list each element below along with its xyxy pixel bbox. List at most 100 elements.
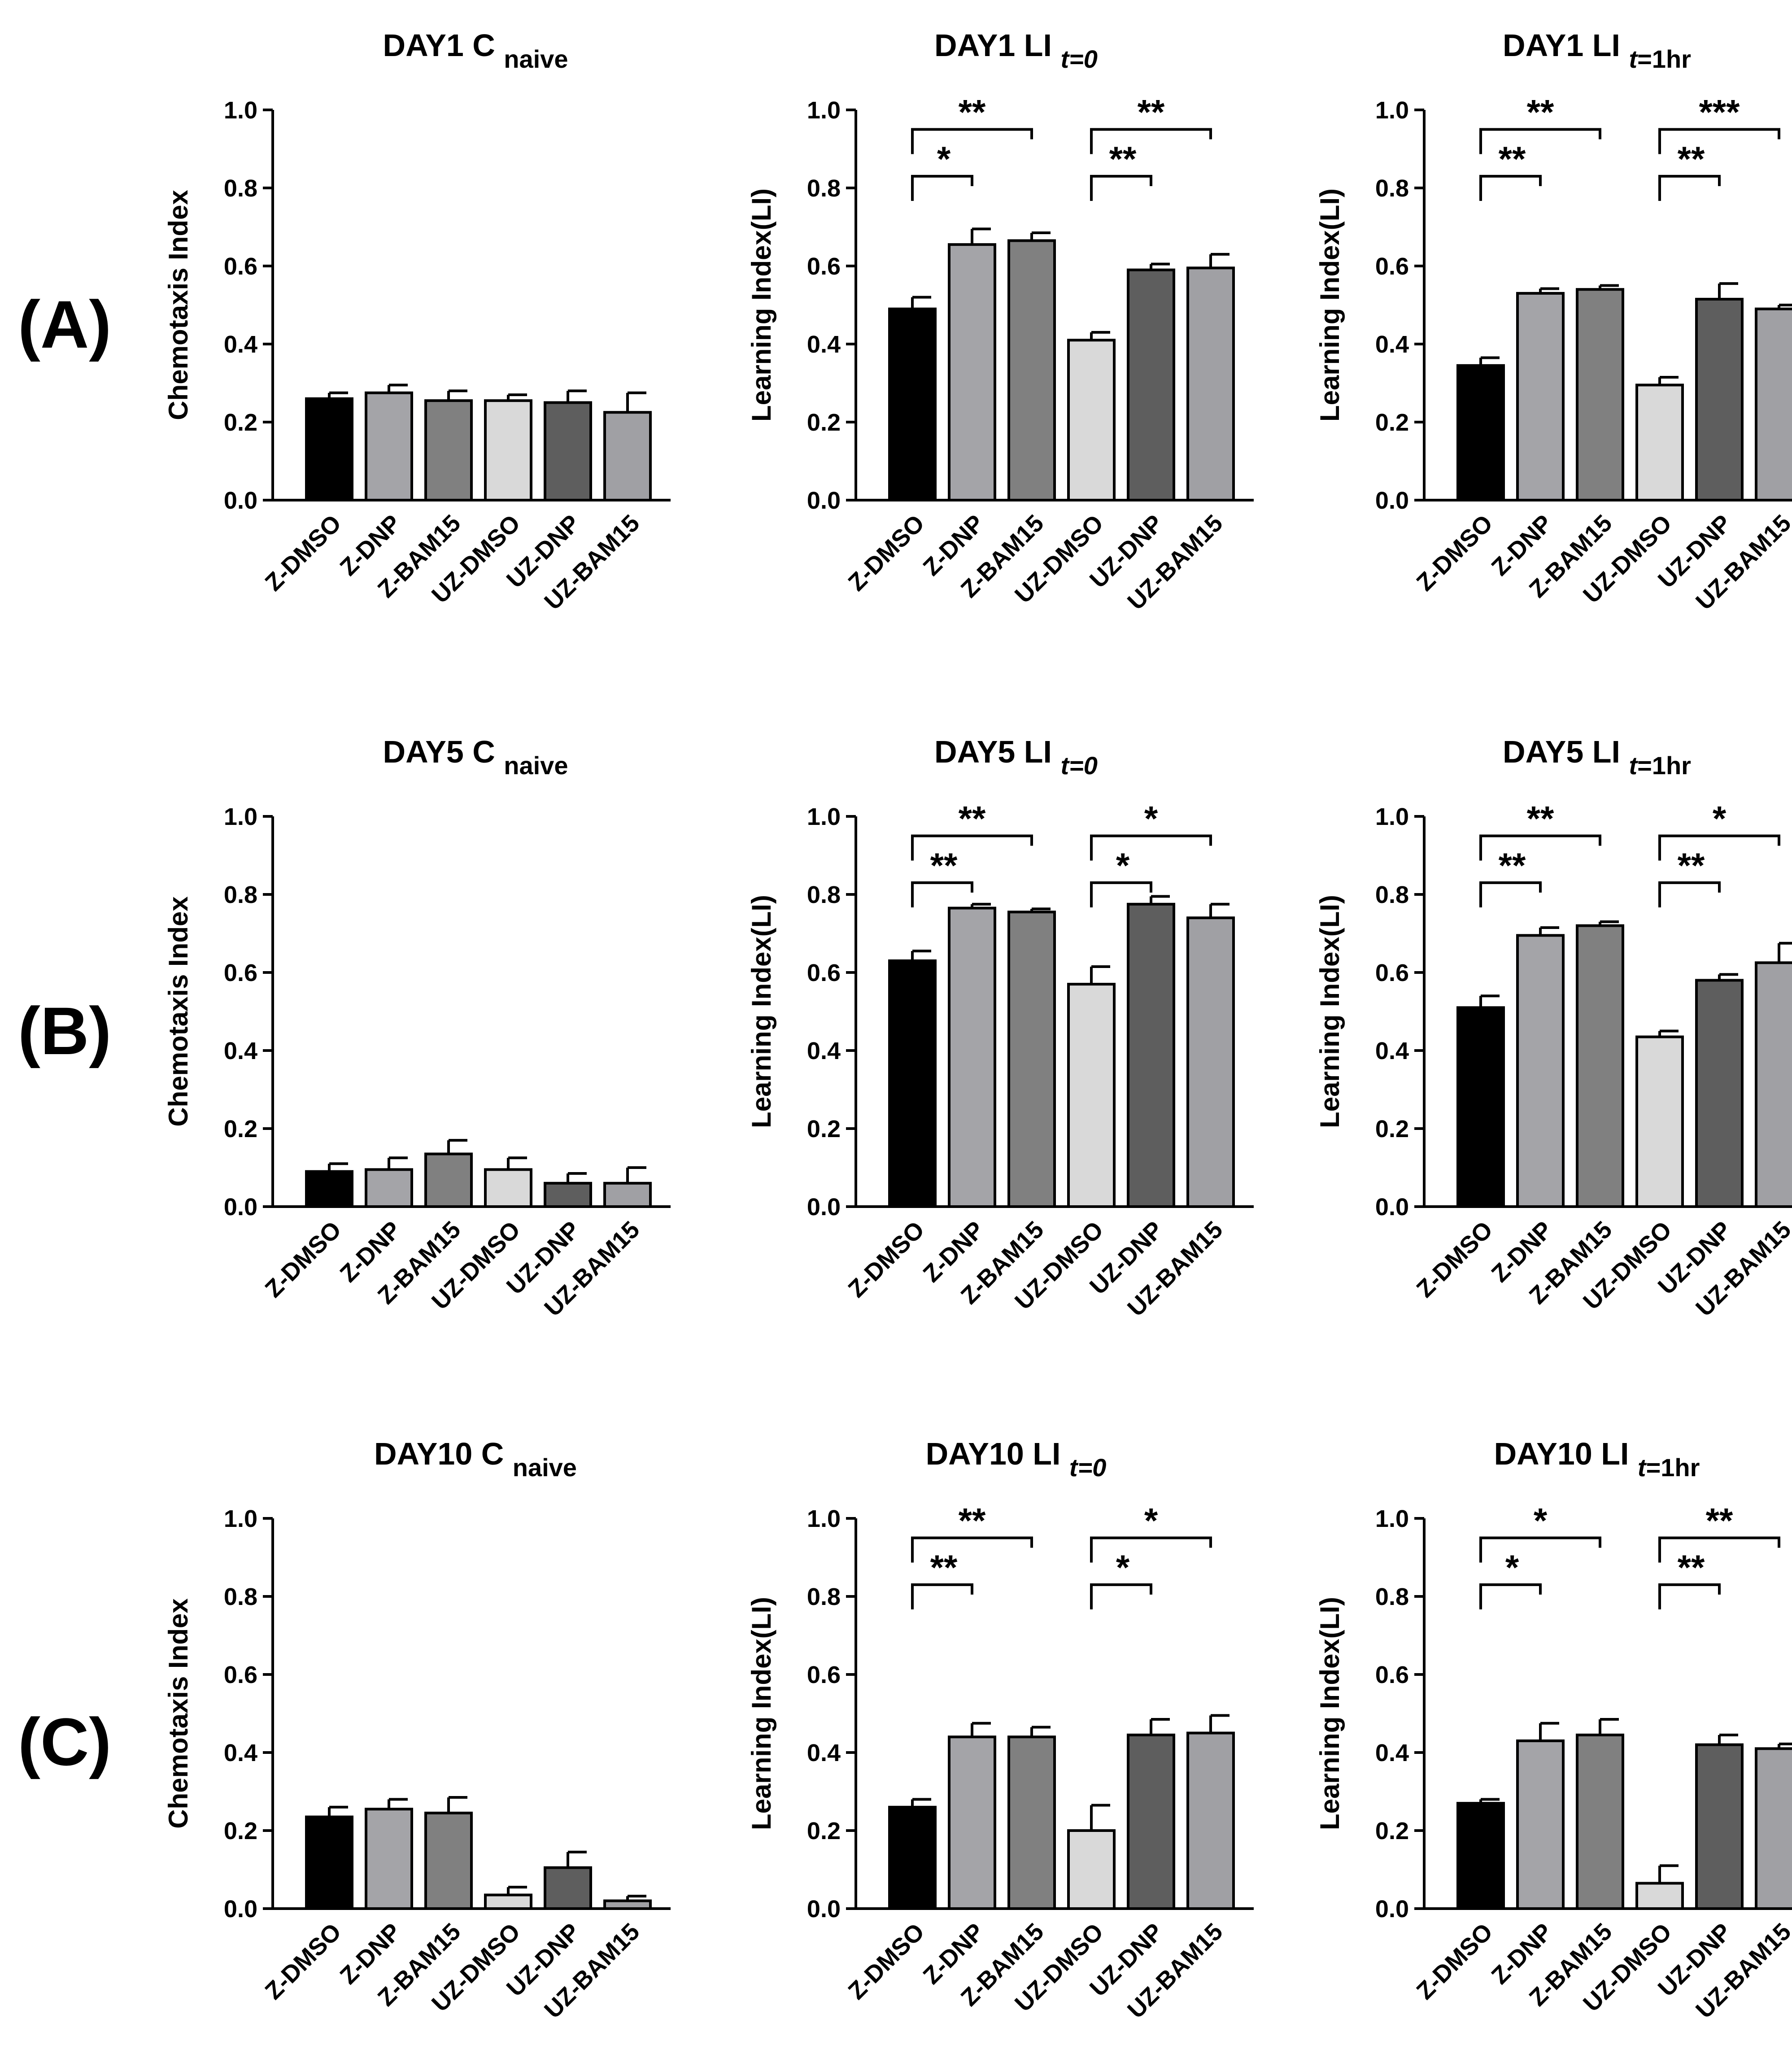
y-tick-label: 0.2 [1375, 1116, 1409, 1142]
y-tick-label: 0.4 [807, 1038, 841, 1064]
y-tick-label: 0.0 [224, 1896, 257, 1923]
y-tick-label: 1.0 [807, 97, 841, 124]
y-axis-label: Learning Index(LI) [746, 895, 776, 1128]
y-tick-label: 0.2 [1375, 1818, 1409, 1844]
y-tick-label: 0.4 [224, 1740, 257, 1766]
y-tick-label: 0.0 [1375, 1896, 1409, 1923]
chart-title: DAY10 C naive [374, 1436, 577, 1482]
y-tick-label: 0.4 [1375, 331, 1409, 358]
bar-uz-dnp [1695, 1743, 1744, 1910]
y-tick-label: 0.8 [1375, 175, 1409, 202]
y-tick-label: 0.0 [807, 1896, 841, 1923]
y-tick-label: 0.4 [807, 331, 841, 358]
bar-uz-bam15 [1755, 307, 1792, 501]
bar-z-dnp [365, 1808, 413, 1910]
bar-uz-dmso [484, 1893, 532, 1910]
y-axis-label: Chemotaxis Index [163, 1598, 193, 1829]
significance-label: * [937, 139, 951, 179]
x-tick-label: Z-DMSO [1411, 510, 1498, 596]
significance-label: ** [930, 846, 958, 885]
significance-label: ** [1678, 846, 1705, 885]
chart-title-main: DAY5 C [383, 734, 504, 769]
bar-uz-dmso [1635, 1882, 1684, 1910]
y-tick-label: 0.2 [224, 1818, 257, 1844]
bar-uz-dmso [484, 399, 532, 502]
y-tick-label: 0.0 [224, 1194, 257, 1221]
significance-bracket [1658, 128, 1780, 154]
chart-title: DAY1 LI t=0 [934, 28, 1098, 73]
panels: DAY1 C naive Chemotaxis Index 0.0 0.2 0.4 0.6… [163, 28, 1792, 2024]
significance-label: *** [1699, 92, 1740, 132]
bar-z-dnp [1516, 1739, 1565, 1910]
bar-z-bam15 [424, 1811, 473, 1910]
chart-panel-4: DAY5 C naive Chemotaxis Index 0.0 0.2 0.4 0.6… [163, 734, 671, 1322]
bar-z-bam15 [1576, 288, 1624, 501]
y-tick-label: 0.4 [224, 1038, 257, 1064]
significance-label: ** [930, 1548, 958, 1587]
significance-label: ** [1706, 1501, 1733, 1540]
bar-uz-dmso [1067, 339, 1116, 501]
bar-uz-dmso [1635, 1035, 1684, 1208]
bar-uz-dnp [1127, 1733, 1175, 1910]
bar-uz-bam15 [1186, 1731, 1235, 1910]
y-axis-label: Learning Index(LI) [746, 188, 776, 422]
row-label-b: (B) [18, 993, 111, 1068]
significance-bracket [1479, 834, 1601, 861]
significance-label: ** [1678, 139, 1705, 179]
y-tick-label: 0.4 [1375, 1740, 1409, 1766]
significance-bracket [1658, 1536, 1780, 1563]
x-tick-label: Z-DMSO [260, 510, 346, 596]
bar-z-dnp [948, 243, 996, 501]
chart-panel-2: DAY1 LI t=0 Learning Index(LI) 0.0 0.2 0.4 0.… [746, 28, 1254, 615]
chart-title: DAY1 C naive [383, 28, 568, 73]
bar-z-bam15 [1007, 911, 1056, 1208]
significance-label: ** [1527, 799, 1554, 838]
significance-bracket [1479, 128, 1601, 154]
y-tick-label: 0.4 [224, 331, 257, 358]
significance-label: ** [959, 799, 986, 838]
y-tick-label: 0.2 [807, 409, 841, 436]
y-axis-label: Chemotaxis Index [163, 190, 193, 420]
bar-z-dnp [365, 1168, 413, 1208]
bar-z-dmso [1456, 1802, 1505, 1910]
y-tick-label: 0.2 [1375, 409, 1409, 436]
bar-z-bam15 [1007, 1735, 1056, 1910]
bar-uz-bam15 [1186, 266, 1235, 501]
significance-label: ** [959, 92, 986, 132]
bar-uz-dnp [1127, 268, 1175, 501]
bar-z-bam15 [1576, 1733, 1624, 1910]
bar-uz-bam15 [1186, 916, 1235, 1208]
chart-title: DAY5 LI t=0 [934, 734, 1098, 780]
significance-bracket [1090, 174, 1152, 201]
chart-title-sub-rest: =1hr [1637, 751, 1691, 780]
chart-title-sub-t: t [1629, 45, 1638, 73]
significance-bracket [1479, 881, 1542, 907]
y-tick-label: 0.0 [807, 1194, 841, 1221]
significance-label: * [1144, 799, 1158, 838]
chart-title: DAY5 LI t=1hr [1503, 734, 1691, 780]
y-tick-label: 0.6 [807, 1661, 841, 1688]
chart-title: DAY5 C naive [383, 734, 568, 780]
chart-title-sub-t: t [1638, 1453, 1647, 1482]
bar-z-bam15 [424, 1152, 473, 1208]
y-tick-label: 0.6 [1375, 253, 1409, 280]
significance-bracket [1658, 881, 1721, 907]
y-tick-label: 0.6 [1375, 1661, 1409, 1688]
chart-panel-7: DAY10 C naive Chemotaxis Index 0.0 0.2 0.4 0.… [163, 1436, 671, 2024]
chart-title: DAY1 LI t=1hr [1503, 28, 1691, 73]
bar-z-dmso [305, 397, 353, 501]
chart-title-sub: naive [504, 45, 568, 73]
significance-label: ** [959, 1501, 986, 1540]
y-tick-label: 0.8 [807, 881, 841, 908]
significance-bracket [911, 1583, 973, 1609]
bar-uz-dmso [1067, 983, 1116, 1208]
y-tick-label: 1.0 [1375, 1505, 1409, 1532]
y-axis-label: Learning Index(LI) [1315, 188, 1345, 422]
chart-title-main: DAY1 LI [934, 28, 1060, 63]
bar-uz-dnp [544, 1182, 592, 1208]
chart-title-main: DAY10 LI [1494, 1436, 1638, 1471]
y-tick-label: 1.0 [224, 803, 257, 830]
x-tick-label: Z-DMSO [260, 1216, 346, 1303]
x-tick-label: Z-DMSO [843, 1918, 929, 2005]
y-tick-label: 0.2 [807, 1818, 841, 1844]
